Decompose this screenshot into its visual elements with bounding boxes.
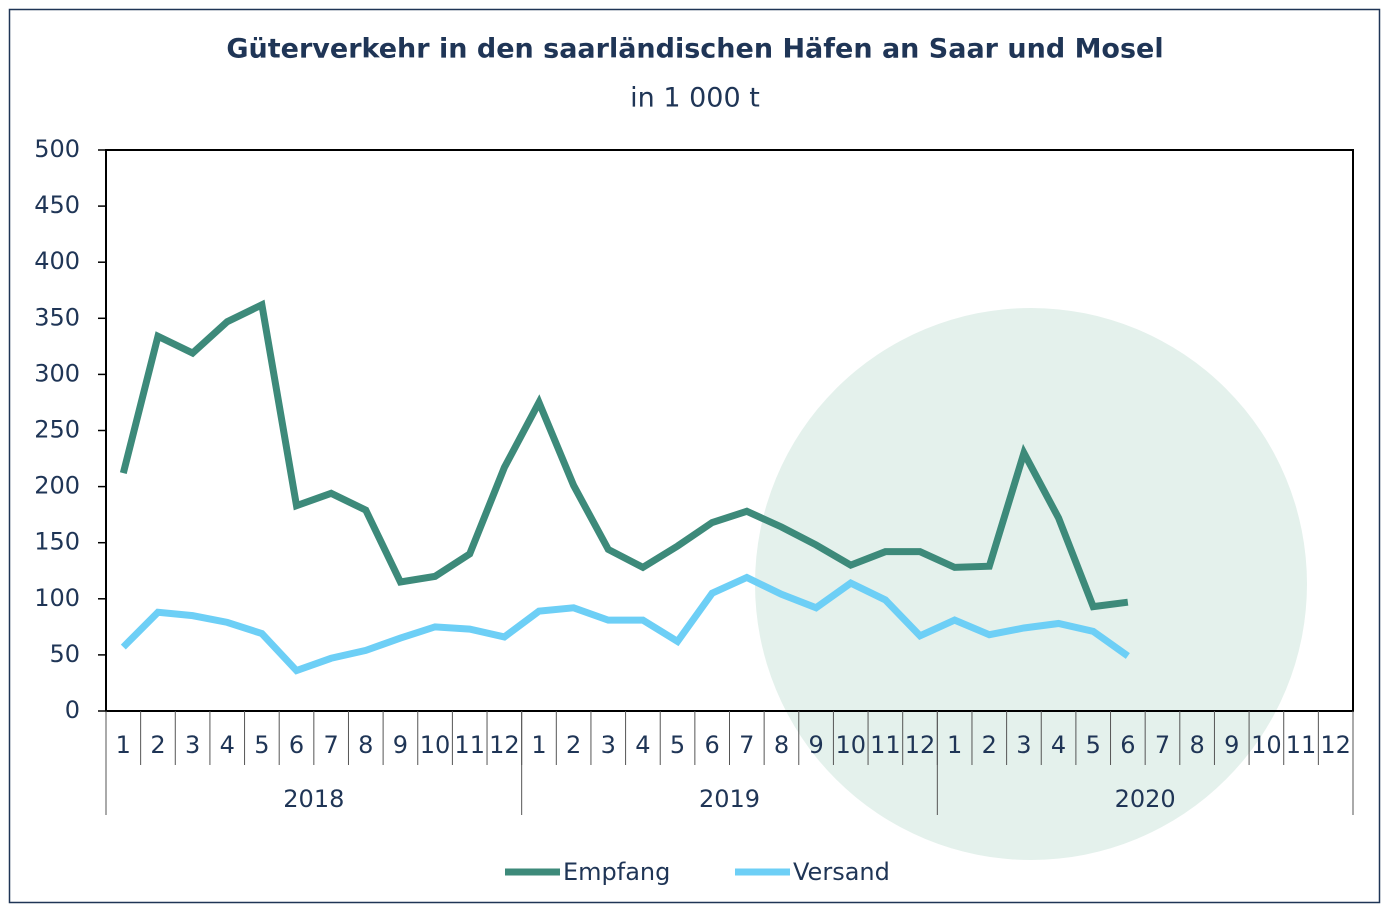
y-tick-label: 100 [34, 584, 80, 612]
x-tick-label: 6 [1120, 731, 1135, 759]
y-tick-label: 150 [34, 528, 80, 556]
group-label: 2020 [1115, 785, 1176, 813]
x-tick-label: 8 [1189, 731, 1204, 759]
x-tick-label: 3 [601, 731, 616, 759]
x-tick-label: 6 [705, 731, 720, 759]
x-tick-label: 8 [774, 731, 789, 759]
x-tick-label: 10 [420, 731, 451, 759]
x-tick-label: 12 [489, 731, 520, 759]
x-tick-label: 9 [1224, 731, 1239, 759]
x-tick-label: 7 [324, 731, 339, 759]
x-tick-label: 10 [1251, 731, 1282, 759]
x-tick-label: 1 [116, 731, 131, 759]
chart-title: Güterverkehr in den saarländischen Häfen… [226, 34, 1163, 65]
y-tick-label: 400 [34, 247, 80, 275]
x-tick-label: 11 [870, 731, 901, 759]
x-tick-label: 4 [635, 731, 650, 759]
y-tick-label: 0 [65, 696, 80, 724]
x-tick-label: 3 [1016, 731, 1031, 759]
decor-circle [755, 308, 1307, 860]
y-tick-label: 300 [34, 359, 80, 387]
x-tick-label: 7 [1155, 731, 1170, 759]
legend-label: Empfang [563, 858, 670, 886]
x-tick-label: 4 [1051, 731, 1066, 759]
x-tick-label: 12 [1320, 731, 1351, 759]
x-tick-label: 1 [947, 731, 962, 759]
x-tick-label: 12 [905, 731, 936, 759]
x-tick-label: 5 [670, 731, 685, 759]
x-tick-label: 2 [566, 731, 581, 759]
chart-subtitle: in 1 000 t [630, 83, 760, 114]
x-tick-label: 2 [150, 731, 165, 759]
group-label: 2018 [283, 785, 344, 813]
y-tick-label: 500 [34, 135, 80, 163]
x-tick-label: 5 [254, 731, 269, 759]
y-tick-label: 350 [34, 303, 80, 331]
y-tick-label: 450 [34, 191, 80, 219]
x-tick-label: 2 [982, 731, 997, 759]
x-tick-label: 11 [454, 731, 485, 759]
x-tick-label: 11 [1286, 731, 1317, 759]
x-tick-label: 9 [393, 731, 408, 759]
legend-label: Versand [793, 858, 890, 886]
series-line [120, 573, 1130, 675]
x-tick-label: 10 [835, 731, 866, 759]
y-tick-label: 200 [34, 472, 80, 500]
series-line [119, 299, 1129, 611]
x-tick-label: 1 [531, 731, 546, 759]
x-tick-label: 8 [358, 731, 373, 759]
x-tick-label: 7 [739, 731, 754, 759]
x-tick-label: 9 [808, 731, 823, 759]
y-tick-label: 250 [34, 416, 80, 444]
x-tick-label: 5 [1086, 731, 1101, 759]
x-tick-label: 4 [220, 731, 235, 759]
x-tick-label: 6 [289, 731, 304, 759]
x-tick-label: 3 [185, 731, 200, 759]
y-tick-label: 50 [49, 640, 80, 668]
group-label: 2019 [699, 785, 760, 813]
